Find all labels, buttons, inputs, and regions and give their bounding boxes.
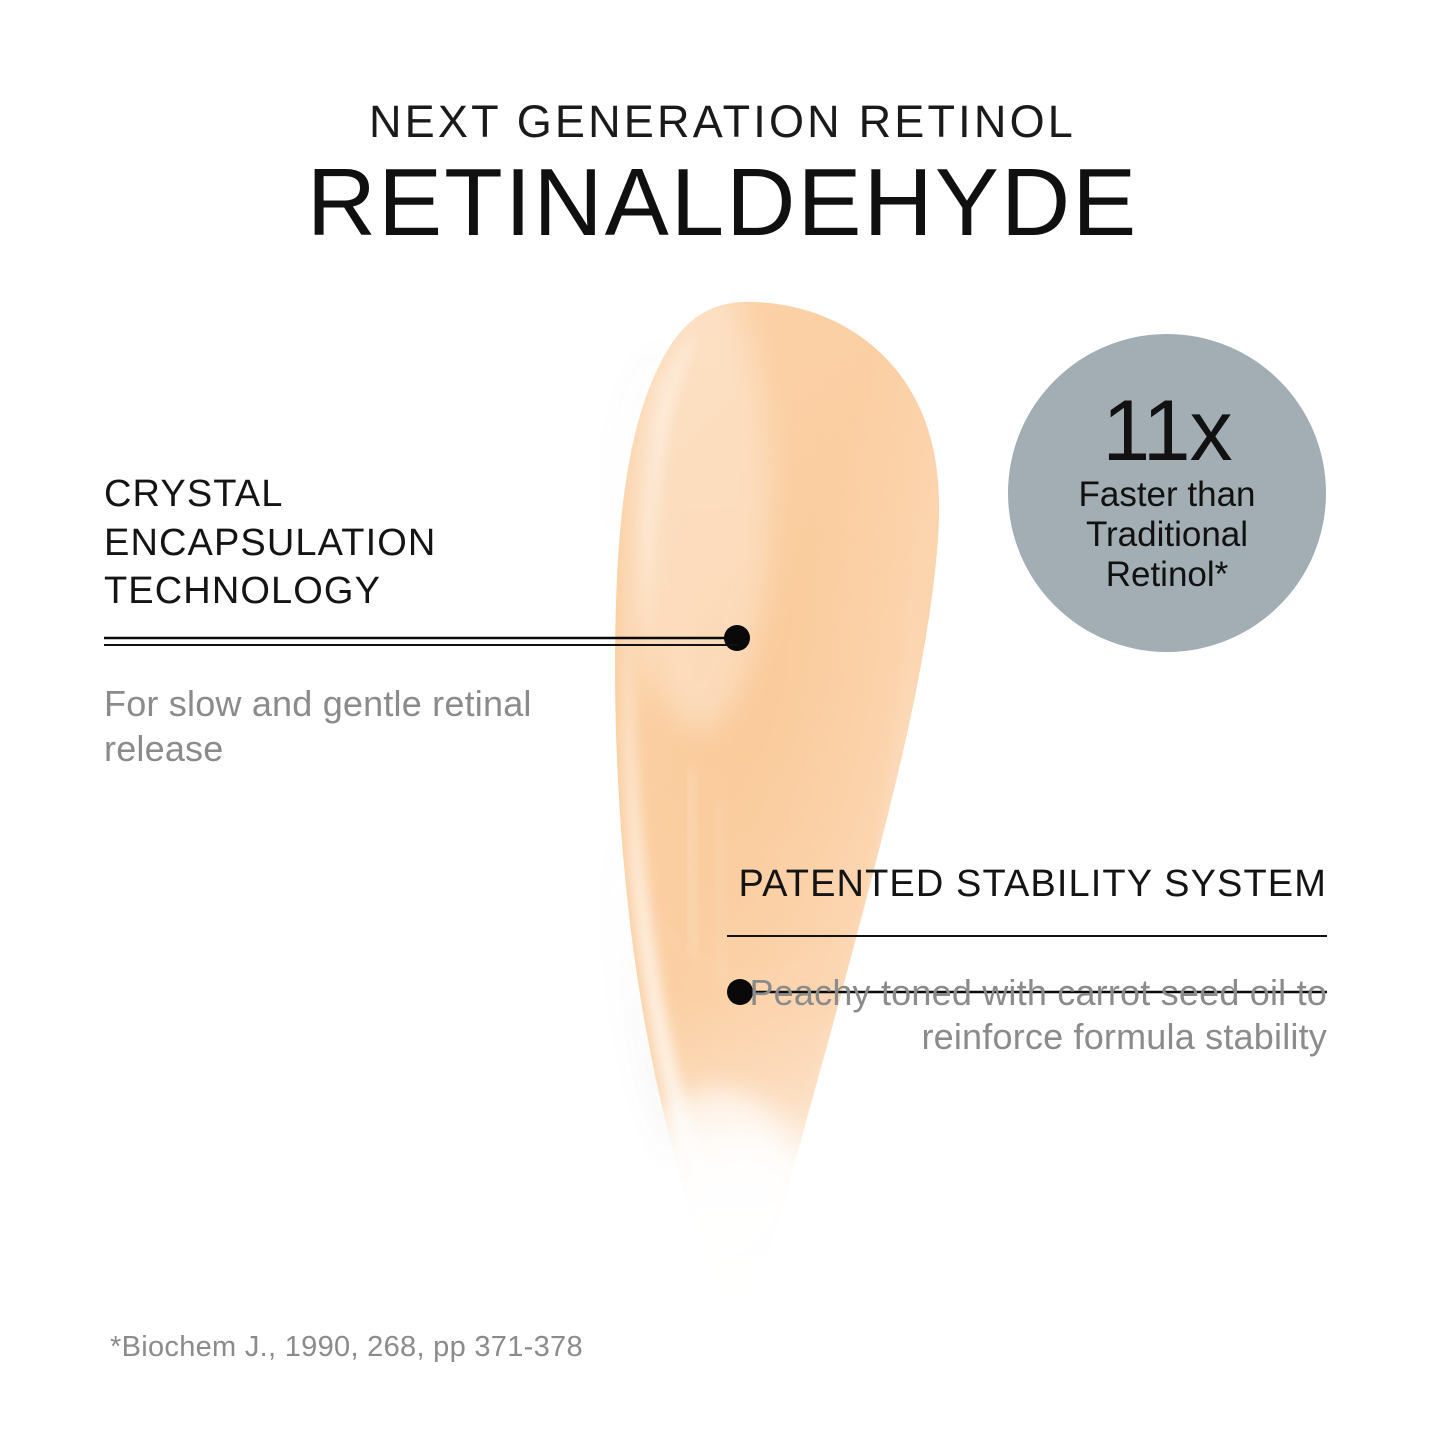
eyebrow-heading: NEXT GENERATION RETINOL <box>368 96 1077 147</box>
page-title: RETINALDEHYDE <box>306 149 1139 256</box>
callout-title: CRYSTAL ENCAPSULATION TECHNOLOGY <box>104 473 437 613</box>
callout-patented-stability-system: PATENTED STABILITY SYSTEM Peachy toned w… <box>727 860 1327 1060</box>
callout-divider <box>104 643 738 646</box>
stat-badge-number: 11x <box>1102 383 1232 480</box>
callout-divider <box>727 934 1327 937</box>
swatch-tip-glow <box>622 1125 862 1295</box>
callout-description: Peachy toned with carrot seed oil to rei… <box>749 971 1327 1058</box>
leader-dot-stability <box>727 979 753 1005</box>
stat-badge: 11x Faster than Traditional Retinol* <box>1008 334 1326 652</box>
swatch-streak-b <box>714 799 730 987</box>
stat-badge-caption: Faster than Traditional Retinol* <box>1078 475 1256 594</box>
swatch-streak-a <box>684 769 701 957</box>
swatch-body <box>615 301 940 1295</box>
callout-description: For slow and gentle retinal release <box>104 682 532 769</box>
callout-crystal-encapsulation-technology: CRYSTAL ENCAPSULATION TECHNOLOGY For slo… <box>104 470 744 771</box>
leader-dot-crystal <box>724 625 750 651</box>
swatch-tip-glow-inner <box>638 1088 794 1272</box>
footnote-citation: *Biochem J., 1990, 268, pp 371-378 <box>110 1331 583 1363</box>
callout-title: PATENTED STABILITY SYSTEM <box>738 863 1327 905</box>
